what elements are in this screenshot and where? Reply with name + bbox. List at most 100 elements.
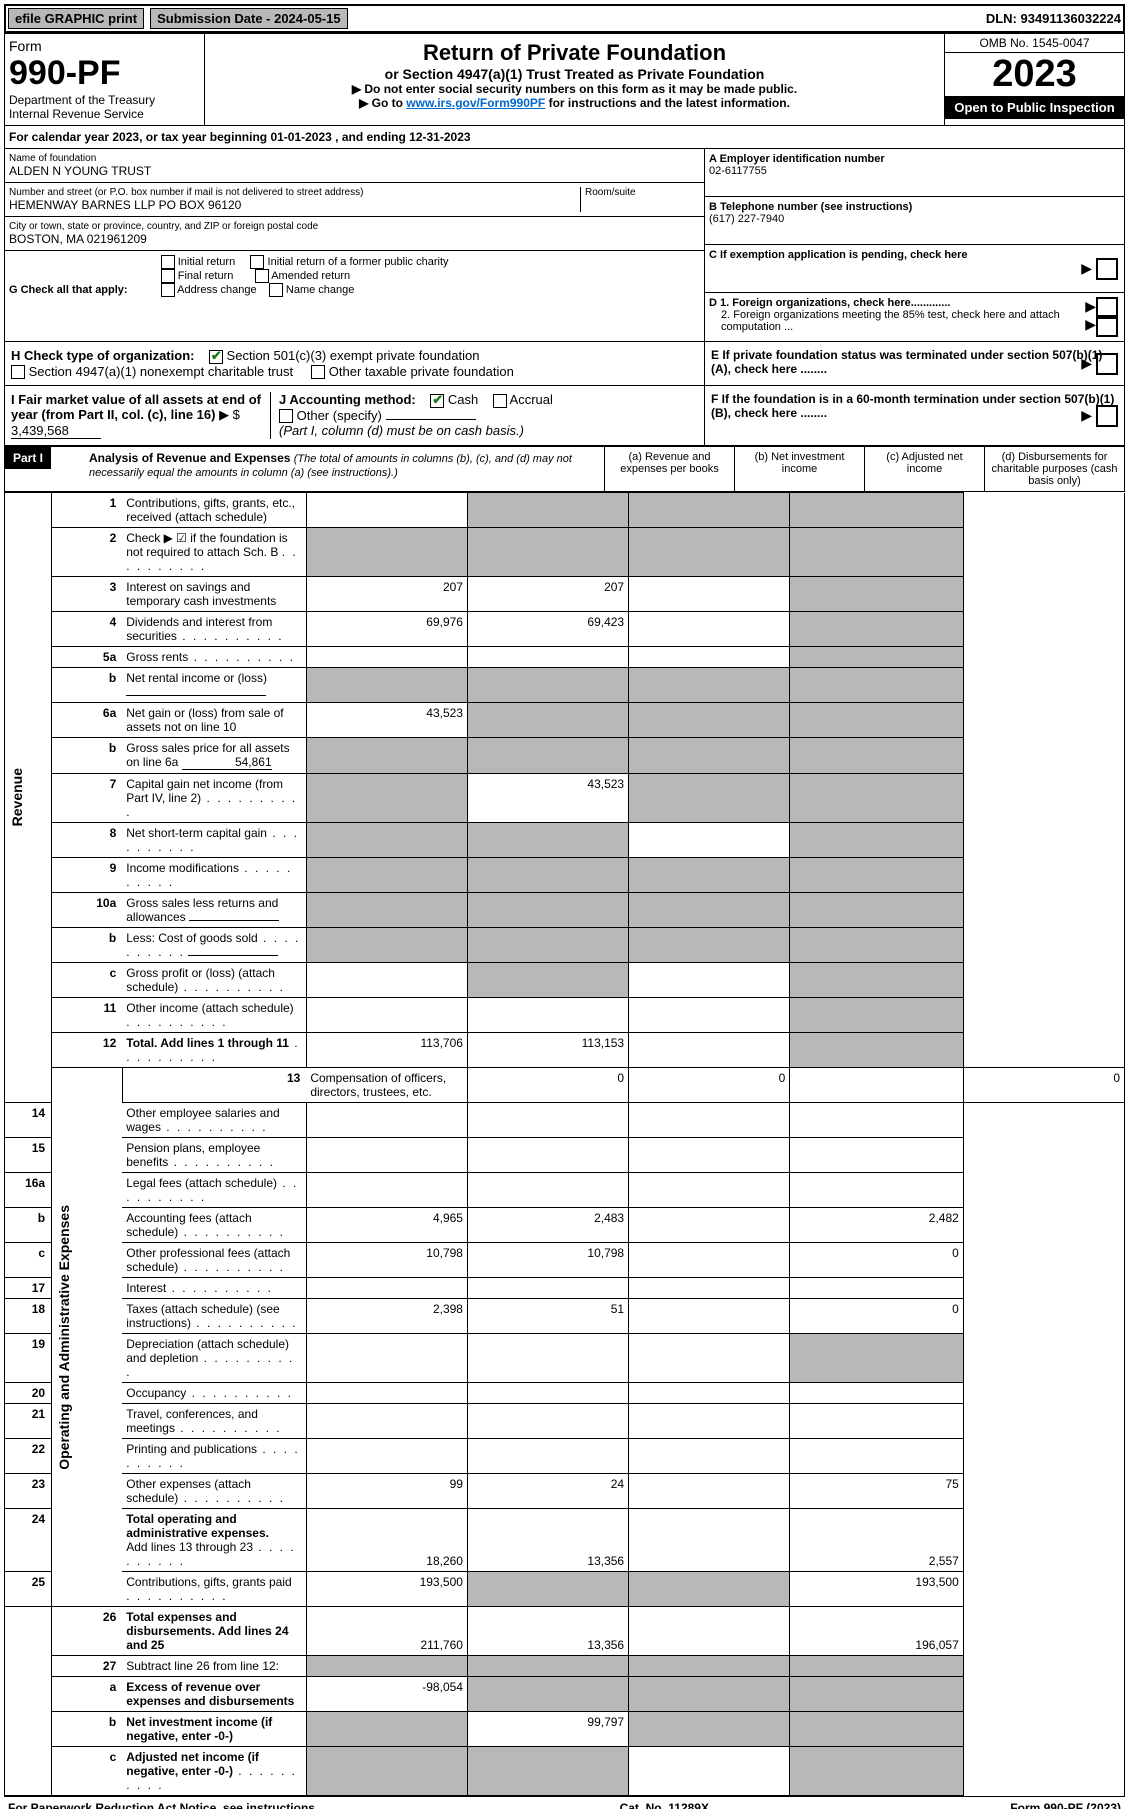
val-23d: 75 [790, 1474, 964, 1509]
f-row: F If the foundation is in a 60-month ter… [704, 386, 1124, 445]
amended-return-checkbox[interactable] [255, 269, 269, 283]
cash-checkbox[interactable] [430, 394, 444, 408]
j-cash: Cash [448, 392, 478, 407]
row-15: Pension plans, employee benefits [122, 1138, 306, 1173]
revenue-side-label: Revenue [9, 768, 25, 826]
dept-treasury: Department of the Treasury [9, 93, 200, 107]
col-c-head: (c) Adjusted net income [864, 447, 984, 491]
val-6a: 43,523 [306, 703, 467, 738]
part1-heading: Analysis of Revenue and Expenses [89, 451, 290, 465]
col-a-head: (a) Revenue and expenses per books [604, 447, 734, 491]
calendar-year: For calendar year 2023, or tax year begi… [4, 126, 1125, 149]
row-19: Depreciation (attach schedule) and deple… [122, 1334, 306, 1383]
omb-number: OMB No. 1545-0047 [945, 34, 1124, 53]
501c3-checkbox[interactable] [209, 350, 223, 364]
row-8: Net short-term capital gain [122, 823, 306, 858]
accrual-checkbox[interactable] [493, 394, 507, 408]
h-row: H Check type of organization: Section 50… [5, 342, 704, 385]
row-13: Compensation of officers, directors, tru… [306, 1068, 467, 1103]
val-24b: 13,356 [467, 1509, 628, 1572]
row-18: Taxes (attach schedule) (see instruction… [122, 1299, 306, 1334]
initial-return-checkbox[interactable] [161, 255, 175, 269]
val-16ca: 10,798 [306, 1243, 467, 1278]
row-2: Check ▶ ☑ if the foundation is not requi… [122, 528, 306, 577]
val-13d: 0 [963, 1068, 1124, 1103]
row-6b: Gross sales price for all assets on line… [122, 738, 306, 774]
row-27b: Net investment income (if negative, ente… [122, 1712, 306, 1747]
ij-row: I Fair market value of all assets at end… [5, 386, 704, 445]
row-10b: Less: Cost of goods sold [122, 928, 306, 963]
g-opt-5: Name change [286, 284, 355, 296]
open-public: Open to Public Inspection [945, 96, 1124, 119]
address-label: Number and street (or P.O. box number if… [9, 187, 580, 198]
row-5b: Net rental income or (loss) [122, 668, 306, 703]
val-27aa: -98,054 [306, 1677, 467, 1712]
form-title: Return of Private Foundation [211, 40, 938, 66]
j-label: J Accounting method: [279, 392, 416, 407]
row-21: Travel, conferences, and meetings [122, 1404, 306, 1439]
c-checkbox[interactable] [1096, 258, 1118, 280]
row-7: Capital gain net income (from Part IV, l… [122, 774, 306, 823]
tel-cell: B Telephone number (see instructions) (6… [705, 197, 1124, 245]
tel-value: (617) 227-7940 [709, 213, 1120, 225]
address-value: HEMENWAY BARNES LLP PO BOX 96120 [9, 198, 580, 212]
row-24: Total operating and administrative expen… [122, 1509, 306, 1572]
col-b-head: (b) Net investment income [734, 447, 864, 491]
val-16bd: 2,482 [790, 1208, 964, 1243]
row-1: Contributions, gifts, grants, etc., rece… [122, 493, 306, 528]
row-27: Subtract line 26 from line 12: [122, 1656, 306, 1677]
val-16bb: 2,483 [467, 1208, 628, 1243]
val-13b: 0 [629, 1068, 790, 1103]
ein-label: A Employer identification number [709, 153, 885, 165]
row-10a: Gross sales less returns and allowances [122, 893, 306, 928]
val-27bb: 99,797 [467, 1712, 628, 1747]
room-label: Room/suite [585, 187, 700, 198]
dln: DLN: 93491136032224 [986, 11, 1121, 26]
val-3a: 207 [306, 577, 467, 612]
h-opt1: Section 501(c)(3) exempt private foundat… [227, 348, 480, 363]
4947-checkbox[interactable] [11, 365, 25, 379]
address-change-checkbox[interactable] [161, 283, 175, 297]
e-row: E If private foundation status was termi… [704, 342, 1124, 385]
expenses-side-label: Operating and Administrative Expenses [56, 1205, 72, 1470]
row-5a: Gross rents [122, 647, 306, 668]
submission-date: Submission Date - 2024-05-15 [150, 8, 348, 29]
name-change-checkbox[interactable] [269, 283, 283, 297]
top-bar: efile GRAPHIC print Submission Date - 20… [4, 4, 1125, 33]
other-taxable-checkbox[interactable] [311, 365, 325, 379]
ssn-notice: ▶ Do not enter social security numbers o… [211, 82, 938, 96]
f-checkbox[interactable] [1096, 405, 1118, 427]
i-value: 3,439,568 [11, 423, 101, 439]
irs-link[interactable]: www.irs.gov/Form990PF [406, 96, 545, 110]
other-method-checkbox[interactable] [279, 409, 293, 423]
j-accrual: Accrual [510, 392, 553, 407]
row-20: Occupancy [122, 1383, 306, 1404]
d2-checkbox[interactable] [1096, 315, 1118, 337]
row-14: Other employee salaries and wages [122, 1103, 306, 1138]
name-value: ALDEN N YOUNG TRUST [9, 164, 700, 178]
e-checkbox[interactable] [1096, 353, 1118, 375]
row-12: Total. Add lines 1 through 11 [122, 1033, 306, 1068]
g-opt-2: Final return [178, 270, 234, 282]
row-17: Interest [122, 1278, 306, 1299]
footer: For Paperwork Reduction Act Notice, see … [4, 1796, 1125, 1809]
val-24a: 18,260 [306, 1509, 467, 1572]
g-opt-0: Initial return [178, 256, 235, 268]
d2-label: 2. Foreign organizations meeting the 85%… [709, 309, 1120, 333]
footer-right: Form 990-PF (2023) [1010, 1801, 1121, 1809]
row-26: Total expenses and disbursements. Add li… [122, 1607, 306, 1656]
final-return-checkbox[interactable] [161, 269, 175, 283]
tax-year: 2023 [945, 53, 1124, 96]
initial-former-checkbox[interactable] [250, 255, 264, 269]
val-12a: 113,706 [306, 1033, 467, 1068]
lines-table: Revenue 1Contributions, gifts, grants, e… [4, 492, 1125, 1796]
address-cell: Number and street (or P.O. box number if… [5, 183, 704, 217]
row-10c: Gross profit or (loss) (attach schedule) [122, 963, 306, 998]
ein-value: 02-6117755 [709, 165, 1120, 177]
d-cell: D 1. Foreign organizations, check here..… [705, 293, 1124, 341]
val-16cd: 0 [790, 1243, 964, 1278]
val-16ba: 4,965 [306, 1208, 467, 1243]
val-16cb: 10,798 [467, 1243, 628, 1278]
name-label: Name of foundation [9, 153, 700, 164]
efile-print-btn[interactable]: efile GRAPHIC print [8, 8, 144, 29]
